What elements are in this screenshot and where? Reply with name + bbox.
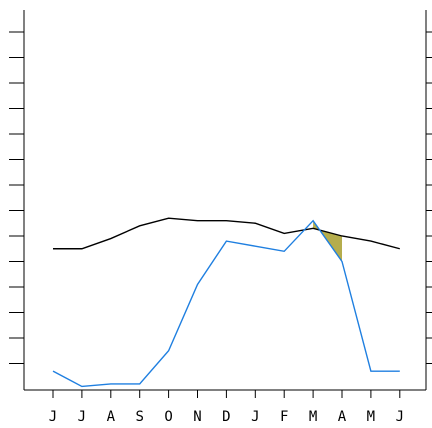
x-tick-label: J bbox=[251, 409, 259, 425]
x-tick-label: O bbox=[164, 409, 172, 425]
x-tick-label: J bbox=[49, 409, 57, 425]
x-tick-label: N bbox=[193, 409, 201, 425]
series-line-1 bbox=[53, 217, 400, 250]
x-tick-label: D bbox=[222, 409, 230, 425]
x-tick-label: S bbox=[135, 409, 143, 425]
series-group bbox=[52, 217, 400, 388]
x-tick-label: J bbox=[396, 409, 404, 425]
x-tick-label: A bbox=[338, 409, 347, 425]
x-tick-label: J bbox=[78, 409, 86, 425]
series-line-2 bbox=[52, 219, 400, 388]
x-tick-label: M bbox=[367, 409, 375, 425]
x-tick-label: F bbox=[280, 409, 288, 425]
x-tick-label: A bbox=[107, 409, 116, 425]
x-tick-label: M bbox=[309, 409, 317, 425]
